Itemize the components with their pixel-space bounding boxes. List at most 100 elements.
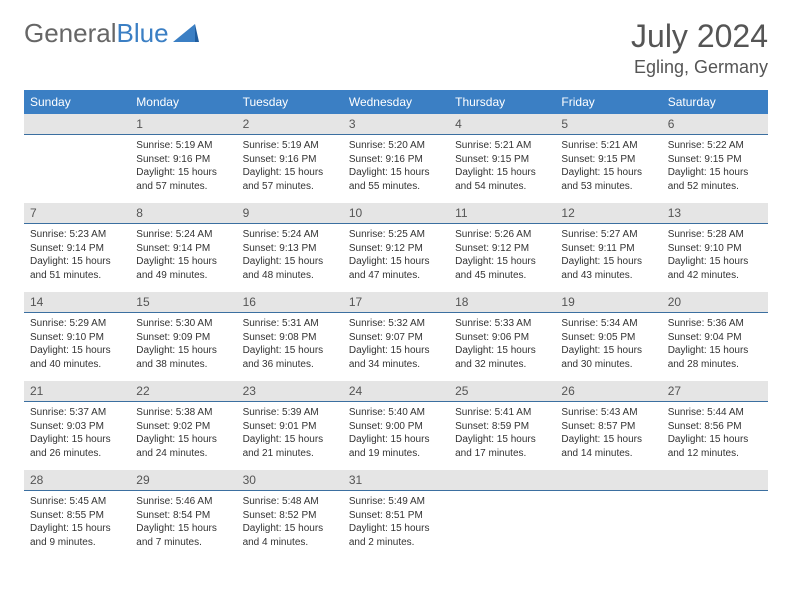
date-number-row: 78910111213 bbox=[24, 203, 768, 224]
daylight-line: Daylight: 15 hours and 26 minutes. bbox=[30, 433, 124, 460]
sunset-line: Sunset: 9:11 PM bbox=[561, 242, 655, 256]
date-number: 10 bbox=[343, 203, 449, 224]
weekday-header: Saturday bbox=[662, 90, 768, 114]
daylight-line: Daylight: 15 hours and 57 minutes. bbox=[136, 166, 230, 193]
date-number: 1 bbox=[130, 114, 236, 135]
sunset-line: Sunset: 9:13 PM bbox=[243, 242, 337, 256]
date-number: 8 bbox=[130, 203, 236, 224]
date-number: 2 bbox=[237, 114, 343, 135]
title-block: July 2024 Egling, Germany bbox=[631, 18, 768, 78]
sunrise-line: Sunrise: 5:27 AM bbox=[561, 228, 655, 242]
sunset-line: Sunset: 9:01 PM bbox=[243, 420, 337, 434]
daylight-line: Daylight: 15 hours and 55 minutes. bbox=[349, 166, 443, 193]
day-cell: Sunrise: 5:44 AMSunset: 8:56 PMDaylight:… bbox=[662, 402, 768, 471]
sunrise-line: Sunrise: 5:43 AM bbox=[561, 406, 655, 420]
day-cell: Sunrise: 5:24 AMSunset: 9:13 PMDaylight:… bbox=[237, 224, 343, 293]
day-cell: Sunrise: 5:34 AMSunset: 9:05 PMDaylight:… bbox=[555, 313, 661, 382]
daylight-line: Daylight: 15 hours and 47 minutes. bbox=[349, 255, 443, 282]
weekday-header: Thursday bbox=[449, 90, 555, 114]
daylight-line: Daylight: 15 hours and 21 minutes. bbox=[243, 433, 337, 460]
weekday-header: Sunday bbox=[24, 90, 130, 114]
calendar-table: SundayMondayTuesdayWednesdayThursdayFrid… bbox=[24, 90, 768, 559]
sunrise-line: Sunrise: 5:33 AM bbox=[455, 317, 549, 331]
sunrise-line: Sunrise: 5:30 AM bbox=[136, 317, 230, 331]
sunrise-line: Sunrise: 5:24 AM bbox=[243, 228, 337, 242]
date-number-row: 28293031 bbox=[24, 470, 768, 491]
sunrise-line: Sunrise: 5:44 AM bbox=[668, 406, 762, 420]
sunset-line: Sunset: 8:51 PM bbox=[349, 509, 443, 523]
daylight-line: Daylight: 15 hours and 48 minutes. bbox=[243, 255, 337, 282]
sunset-line: Sunset: 9:07 PM bbox=[349, 331, 443, 345]
sunrise-line: Sunrise: 5:39 AM bbox=[243, 406, 337, 420]
date-number: 18 bbox=[449, 292, 555, 313]
weekday-header: Friday bbox=[555, 90, 661, 114]
day-cell bbox=[555, 491, 661, 560]
sunrise-line: Sunrise: 5:21 AM bbox=[561, 139, 655, 153]
sunrise-line: Sunrise: 5:37 AM bbox=[30, 406, 124, 420]
daylight-line: Daylight: 15 hours and 38 minutes. bbox=[136, 344, 230, 371]
sunrise-line: Sunrise: 5:29 AM bbox=[30, 317, 124, 331]
sunset-line: Sunset: 9:08 PM bbox=[243, 331, 337, 345]
day-cell: Sunrise: 5:31 AMSunset: 9:08 PMDaylight:… bbox=[237, 313, 343, 382]
sunset-line: Sunset: 9:15 PM bbox=[668, 153, 762, 167]
date-number: 30 bbox=[237, 470, 343, 491]
sunset-line: Sunset: 9:09 PM bbox=[136, 331, 230, 345]
day-cell: Sunrise: 5:32 AMSunset: 9:07 PMDaylight:… bbox=[343, 313, 449, 382]
date-number: 17 bbox=[343, 292, 449, 313]
day-cell: Sunrise: 5:21 AMSunset: 9:15 PMDaylight:… bbox=[555, 135, 661, 204]
location-label: Egling, Germany bbox=[631, 57, 768, 78]
sunrise-line: Sunrise: 5:48 AM bbox=[243, 495, 337, 509]
sunset-line: Sunset: 9:00 PM bbox=[349, 420, 443, 434]
daylight-line: Daylight: 15 hours and 34 minutes. bbox=[349, 344, 443, 371]
sunset-line: Sunset: 8:52 PM bbox=[243, 509, 337, 523]
sunset-line: Sunset: 9:10 PM bbox=[30, 331, 124, 345]
day-cell: Sunrise: 5:38 AMSunset: 9:02 PMDaylight:… bbox=[130, 402, 236, 471]
sunset-line: Sunset: 9:04 PM bbox=[668, 331, 762, 345]
date-number: 12 bbox=[555, 203, 661, 224]
date-number: 14 bbox=[24, 292, 130, 313]
day-cell: Sunrise: 5:27 AMSunset: 9:11 PMDaylight:… bbox=[555, 224, 661, 293]
sunrise-line: Sunrise: 5:19 AM bbox=[243, 139, 337, 153]
date-number: 21 bbox=[24, 381, 130, 402]
day-cell: Sunrise: 5:45 AMSunset: 8:55 PMDaylight:… bbox=[24, 491, 130, 560]
sunset-line: Sunset: 8:54 PM bbox=[136, 509, 230, 523]
date-number bbox=[24, 114, 130, 135]
day-cell: Sunrise: 5:40 AMSunset: 9:00 PMDaylight:… bbox=[343, 402, 449, 471]
page-header: GeneralBlue July 2024 Egling, Germany bbox=[24, 18, 768, 78]
sunset-line: Sunset: 9:16 PM bbox=[243, 153, 337, 167]
sunset-line: Sunset: 9:05 PM bbox=[561, 331, 655, 345]
daylight-line: Daylight: 15 hours and 17 minutes. bbox=[455, 433, 549, 460]
daylight-line: Daylight: 15 hours and 57 minutes. bbox=[243, 166, 337, 193]
sunset-line: Sunset: 8:57 PM bbox=[561, 420, 655, 434]
day-cell: Sunrise: 5:43 AMSunset: 8:57 PMDaylight:… bbox=[555, 402, 661, 471]
sunrise-line: Sunrise: 5:26 AM bbox=[455, 228, 549, 242]
date-number bbox=[449, 470, 555, 491]
day-cell: Sunrise: 5:19 AMSunset: 9:16 PMDaylight:… bbox=[237, 135, 343, 204]
date-number: 23 bbox=[237, 381, 343, 402]
daylight-line: Daylight: 15 hours and 19 minutes. bbox=[349, 433, 443, 460]
daylight-line: Daylight: 15 hours and 7 minutes. bbox=[136, 522, 230, 549]
date-number: 27 bbox=[662, 381, 768, 402]
day-cell: Sunrise: 5:19 AMSunset: 9:16 PMDaylight:… bbox=[130, 135, 236, 204]
daylight-line: Daylight: 15 hours and 53 minutes. bbox=[561, 166, 655, 193]
daylight-line: Daylight: 15 hours and 36 minutes. bbox=[243, 344, 337, 371]
date-number: 19 bbox=[555, 292, 661, 313]
date-number bbox=[555, 470, 661, 491]
date-number: 9 bbox=[237, 203, 343, 224]
weekday-header-row: SundayMondayTuesdayWednesdayThursdayFrid… bbox=[24, 90, 768, 114]
daylight-line: Daylight: 15 hours and 54 minutes. bbox=[455, 166, 549, 193]
month-title: July 2024 bbox=[631, 18, 768, 55]
daylight-line: Daylight: 15 hours and 52 minutes. bbox=[668, 166, 762, 193]
sunrise-line: Sunrise: 5:23 AM bbox=[30, 228, 124, 242]
day-cell: Sunrise: 5:20 AMSunset: 9:16 PMDaylight:… bbox=[343, 135, 449, 204]
day-cell: Sunrise: 5:37 AMSunset: 9:03 PMDaylight:… bbox=[24, 402, 130, 471]
weekday-header: Wednesday bbox=[343, 90, 449, 114]
date-number: 29 bbox=[130, 470, 236, 491]
daylight-line: Daylight: 15 hours and 45 minutes. bbox=[455, 255, 549, 282]
sunrise-line: Sunrise: 5:21 AM bbox=[455, 139, 549, 153]
logo-triangle-icon bbox=[173, 18, 199, 49]
day-cell: Sunrise: 5:36 AMSunset: 9:04 PMDaylight:… bbox=[662, 313, 768, 382]
sunset-line: Sunset: 9:12 PM bbox=[349, 242, 443, 256]
logo-text-2: Blue bbox=[117, 18, 169, 49]
date-number: 7 bbox=[24, 203, 130, 224]
